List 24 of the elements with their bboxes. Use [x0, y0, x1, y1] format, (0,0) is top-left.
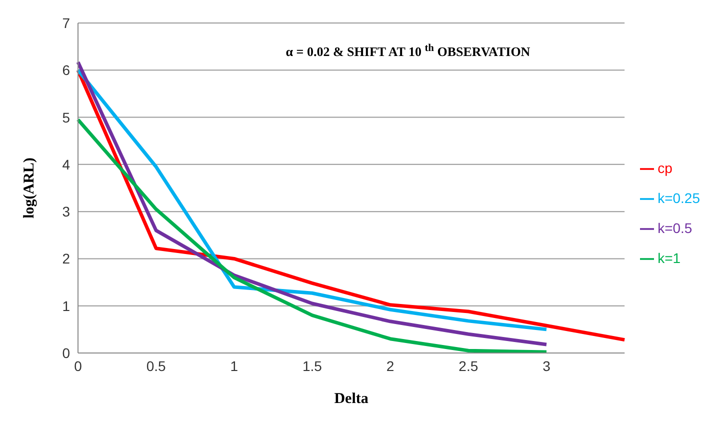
- text: α = 0.02 & SHIFT AT 10 $^{th}$ OBSERVATION: [286, 42, 531, 59]
- legend-label: cp: [658, 160, 672, 176]
- y-tick-label: 1: [62, 298, 70, 314]
- x-tick-label: 0.5: [146, 358, 166, 374]
- y-tick-label: 0: [62, 344, 70, 361]
- line-series: [76, 68, 626, 342]
- x-tick-label: 2: [386, 358, 394, 374]
- x-tick-label: 0: [74, 358, 82, 374]
- x-tick-label: 3: [542, 358, 551, 374]
- legend-label: k=0.25: [658, 190, 700, 206]
- y-tick-label: 4: [62, 156, 70, 172]
- y-tick-label: 6: [62, 62, 70, 78]
- x-axis-title: Delta: [334, 391, 369, 407]
- y-axis-title: log(ARL): [21, 158, 38, 218]
- y-tick-label: 7: [62, 14, 70, 31]
- x-tick-label: 2.5: [458, 358, 478, 374]
- x-tick-label: 1: [230, 358, 238, 374]
- legend-label: k=0.5: [658, 220, 692, 236]
- x-tick-label: 1.5: [302, 358, 322, 374]
- line-series: [76, 118, 548, 353]
- y-tick-label: 2: [62, 250, 70, 267]
- y-tick-label: 5: [62, 109, 70, 126]
- legend-label: k=1: [658, 250, 681, 266]
- y-tick-label: 3: [62, 204, 70, 220]
